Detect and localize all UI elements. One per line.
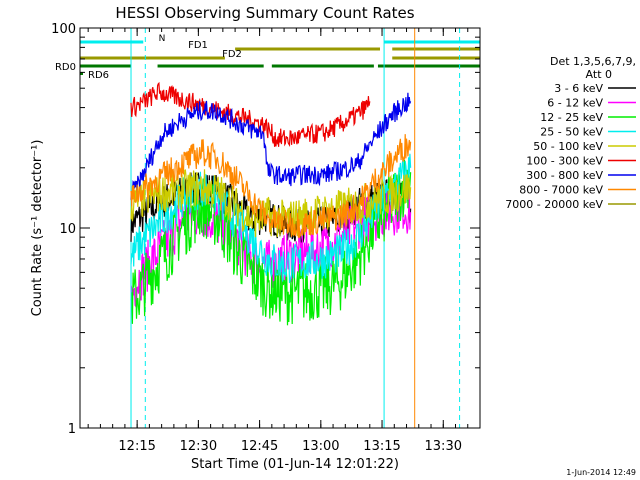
legend-label: 25 - 50 keV bbox=[540, 126, 603, 139]
y-axis-ticks: 1 10 100 bbox=[51, 22, 480, 437]
x-tick-label: 13:15 bbox=[363, 439, 400, 454]
legend-label: 12 - 25 keV bbox=[540, 111, 603, 124]
legend-header: Det 1,3,5,6,7,9, bbox=[550, 55, 636, 68]
series-line-7 bbox=[130, 134, 412, 239]
x-tick-label: 12:45 bbox=[241, 439, 278, 454]
y-tick-label: 1 bbox=[68, 422, 76, 437]
series-line-6 bbox=[130, 92, 412, 200]
y-tick-label: 100 bbox=[51, 22, 76, 37]
series-line-5 bbox=[130, 81, 371, 148]
flag-label-fd2: FD2 bbox=[222, 49, 242, 60]
series-lines bbox=[130, 81, 412, 428]
x-axis-ticks: 12:15 12:30 12:45 13:00 13:15 13:30 bbox=[87, 28, 469, 454]
legend-label: 6 - 12 keV bbox=[547, 97, 603, 110]
x-axis-label: Start Time (01-Jun-14 12:01:22) bbox=[191, 457, 399, 472]
legend-label: 7000 - 20000 keV bbox=[505, 198, 603, 211]
legend-header-att: Att 0 bbox=[586, 68, 612, 81]
legend-label: 800 - 7000 keV bbox=[519, 184, 603, 197]
x-tick-label: 12:15 bbox=[118, 439, 155, 454]
legend-label: 50 - 100 keV bbox=[533, 140, 603, 153]
flag-label-n: N bbox=[159, 34, 166, 44]
rd6-dot bbox=[80, 72, 83, 75]
x-tick-label: 13:30 bbox=[425, 439, 462, 454]
x-tick-label: 12:30 bbox=[180, 439, 217, 454]
flag-bars: N FD1 FD2 RD0 RD6 bbox=[55, 34, 480, 81]
flag-label-rd6: RD6 bbox=[88, 70, 109, 81]
footer-timestamp: 1-Jun-2014 12:49 bbox=[566, 468, 636, 477]
flag-label-fd1: FD1 bbox=[188, 40, 208, 51]
legend-label: 300 - 800 keV bbox=[526, 169, 603, 182]
chart-title: HESSI Observing Summary Count Rates bbox=[115, 4, 414, 22]
y-tick-label: 10 bbox=[59, 222, 76, 237]
series-line-2 bbox=[130, 159, 412, 326]
legend: Det 1,3,5,6,7,9,Att 03 - 6 keV 6 - 12 keV… bbox=[505, 55, 636, 211]
y-axis-label: Count Rate (s⁻¹ detector⁻¹) bbox=[30, 140, 45, 317]
legend-label: 3 - 6 keV bbox=[554, 82, 603, 95]
x-tick-label: 13:00 bbox=[302, 439, 339, 454]
flag-label-rd0: RD0 bbox=[55, 62, 76, 73]
legend-label: 100 - 300 keV bbox=[526, 155, 603, 168]
